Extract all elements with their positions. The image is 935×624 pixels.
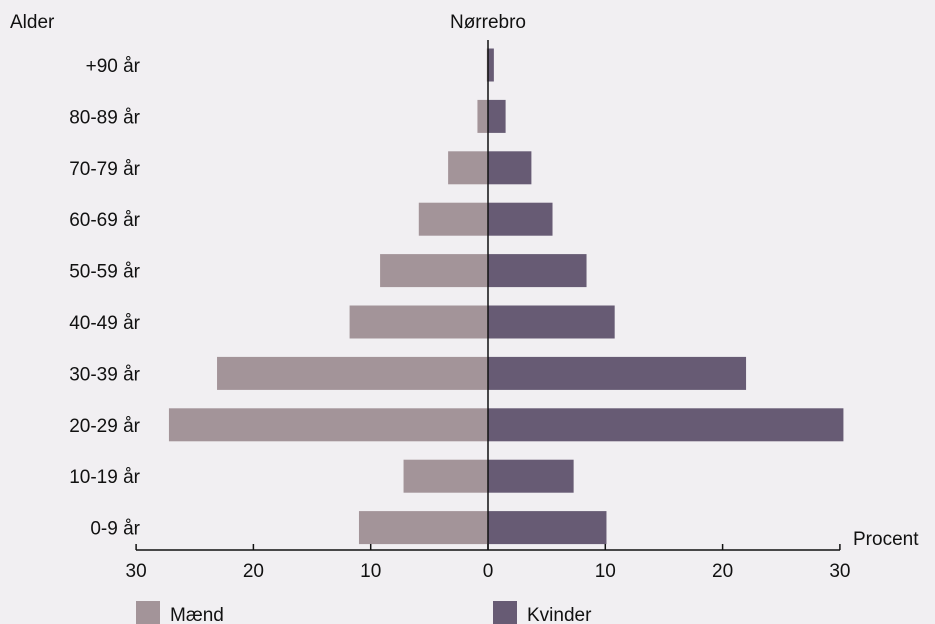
bar-men-3	[418, 202, 488, 236]
legend-swatch-men	[136, 601, 160, 624]
category-label: 20-29 år	[69, 416, 140, 437]
x-tick-label: 20	[712, 561, 733, 582]
bar-men-5	[349, 305, 488, 339]
bars-group	[168, 48, 844, 545]
bar-women-0	[488, 48, 494, 82]
bar-men-8	[403, 459, 488, 493]
category-label: 10-19 år	[69, 467, 140, 488]
category-label: 80-89 år	[69, 107, 140, 128]
category-label: 0-9 år	[90, 519, 140, 540]
category-label: +90 år	[86, 56, 141, 77]
x-tick-label: 10	[595, 561, 616, 582]
bar-men-6	[217, 356, 489, 390]
bar-men-1	[477, 99, 488, 133]
bar-men-9	[358, 511, 488, 545]
x-tick-label: 10	[360, 561, 381, 582]
x-tick-label: 20	[243, 561, 264, 582]
legend-label-men: Mænd	[170, 605, 224, 624]
bar-women-6	[488, 356, 747, 390]
chart-title: Nørrebro	[450, 12, 526, 33]
legend: Mænd Kvinder	[136, 601, 592, 624]
category-label: 60-69 år	[69, 210, 140, 231]
y-axis-label: Alder	[10, 12, 55, 33]
x-axis-label: Procent	[853, 529, 919, 550]
bar-men-4	[380, 254, 488, 288]
category-label: 30-39 år	[69, 364, 140, 385]
legend-swatch-women	[493, 601, 517, 624]
legend-label-women: Kvinder	[527, 605, 592, 624]
category-label: 40-49 år	[69, 313, 140, 334]
category-label: 50-59 år	[69, 262, 140, 283]
bar-women-4	[488, 254, 587, 288]
bar-women-9	[488, 511, 607, 545]
category-label: 70-79 år	[69, 159, 140, 180]
x-tick-label: 30	[829, 561, 850, 582]
x-tick-label: 30	[126, 561, 147, 582]
bar-women-8	[488, 459, 574, 493]
bar-women-1	[488, 99, 506, 133]
bar-women-2	[488, 151, 532, 185]
x-tick-label: 0	[483, 561, 494, 582]
bar-women-7	[488, 408, 844, 442]
bar-women-3	[488, 202, 553, 236]
bar-men-2	[448, 151, 488, 185]
category-labels: +90 år 80-89 år 70-79 år 60-69 år 50-59 år 40…	[69, 56, 140, 540]
bar-women-5	[488, 305, 615, 339]
bar-men-7	[168, 408, 488, 442]
